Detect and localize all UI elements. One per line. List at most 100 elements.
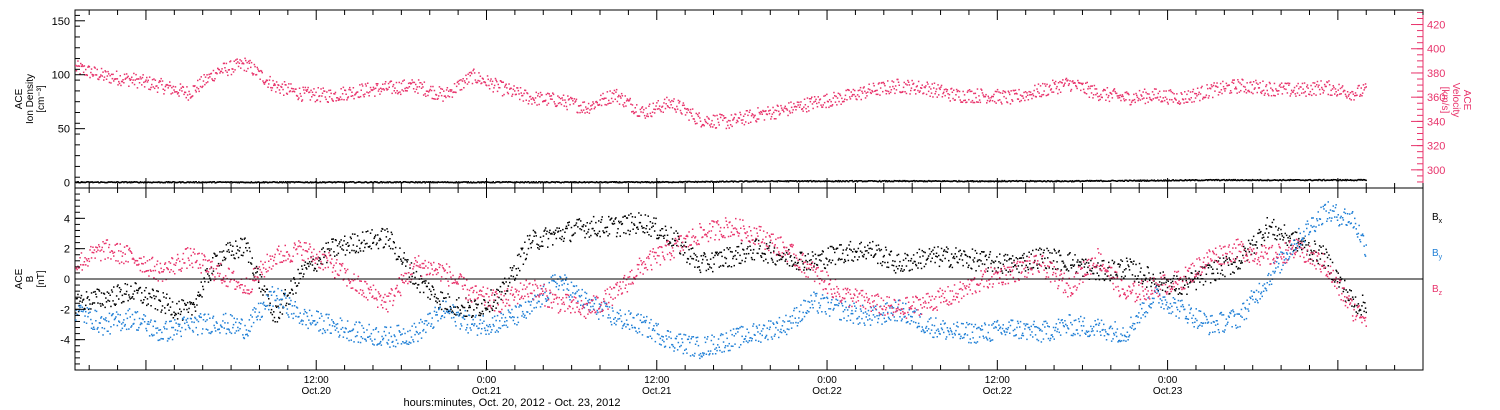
data-point (272, 319, 274, 322)
data-point (484, 81, 487, 84)
data-point (1211, 272, 1213, 275)
data-point (453, 83, 456, 85)
data-point (707, 117, 710, 119)
data-point (1326, 179, 1329, 181)
data-point (925, 93, 928, 96)
data-point (866, 180, 868, 183)
data-point (1206, 179, 1208, 181)
data-point (151, 296, 153, 299)
data-point (1339, 178, 1342, 181)
data-point (82, 298, 85, 301)
data-point (871, 89, 873, 92)
data-point (441, 181, 444, 183)
data-point (480, 312, 482, 315)
data-point (102, 71, 104, 73)
data-point (984, 180, 986, 183)
data-point (601, 181, 603, 184)
data-point (986, 180, 989, 182)
data-point (118, 80, 120, 83)
data-point (748, 111, 751, 113)
data-point (183, 308, 185, 311)
data-point (694, 120, 696, 123)
data-point (1145, 180, 1148, 182)
data-point (481, 181, 483, 183)
data-point (128, 294, 130, 296)
data-point (901, 265, 903, 267)
data-point (663, 237, 665, 239)
data-point (954, 99, 956, 101)
data-point (451, 310, 454, 312)
data-point (434, 98, 436, 100)
data-point (220, 181, 222, 183)
data-point (159, 300, 162, 302)
data-point (1229, 92, 1231, 94)
data-point (1057, 92, 1059, 95)
data-point (1070, 90, 1072, 92)
data-point (366, 91, 368, 93)
data-point (789, 256, 791, 258)
data-point (647, 215, 649, 217)
data-point (809, 269, 812, 271)
data-point (349, 89, 352, 91)
data-point (1143, 179, 1145, 181)
data-point (614, 98, 616, 100)
data-point (744, 260, 746, 263)
data-point (423, 81, 426, 83)
data-point (397, 92, 399, 95)
data-point (1189, 91, 1192, 93)
data-point (712, 114, 715, 117)
data-point (1015, 179, 1018, 182)
data-point (421, 182, 423, 184)
data-point (1059, 254, 1062, 257)
data-point (1099, 98, 1101, 101)
data-point (976, 101, 978, 103)
data-point (1075, 271, 1078, 273)
data-point (229, 181, 231, 184)
data-point (645, 181, 648, 184)
data-point (524, 241, 526, 243)
data-point (933, 246, 936, 249)
data-point (633, 181, 636, 184)
data-point (382, 83, 384, 85)
data-point (623, 232, 625, 234)
data-point (409, 181, 411, 184)
data-point (1139, 180, 1141, 182)
data-point (252, 274, 255, 276)
data-point (730, 114, 733, 116)
data-point (1119, 94, 1121, 96)
data-point (577, 111, 579, 114)
data-point (935, 90, 937, 93)
data-point (632, 181, 635, 183)
data-point (497, 289, 499, 291)
data-point (1196, 273, 1198, 275)
data-point (896, 180, 898, 182)
data-point (661, 181, 663, 184)
data-point (955, 247, 957, 249)
data-point (114, 181, 117, 184)
data-point (199, 78, 201, 81)
data-point (1223, 88, 1225, 90)
data-point (727, 248, 730, 251)
data-point (691, 181, 693, 183)
data-point (1024, 99, 1026, 102)
data-point (539, 96, 541, 98)
data-point (828, 99, 831, 101)
data-point (823, 180, 825, 182)
data-point (213, 252, 215, 255)
data-point (1251, 84, 1253, 86)
data-point (525, 181, 527, 183)
data-point (1263, 239, 1266, 242)
data-point (1263, 94, 1266, 96)
data-point (1148, 272, 1150, 274)
data-point (666, 181, 668, 183)
data-point (1342, 90, 1345, 93)
data-point (102, 181, 104, 183)
data-point (202, 285, 204, 288)
data-point (798, 180, 800, 182)
data-point (1102, 180, 1104, 183)
data-point (1184, 284, 1186, 286)
data-point (737, 117, 740, 119)
data-point (306, 268, 308, 270)
data-point (985, 93, 987, 96)
data-point (301, 268, 304, 270)
